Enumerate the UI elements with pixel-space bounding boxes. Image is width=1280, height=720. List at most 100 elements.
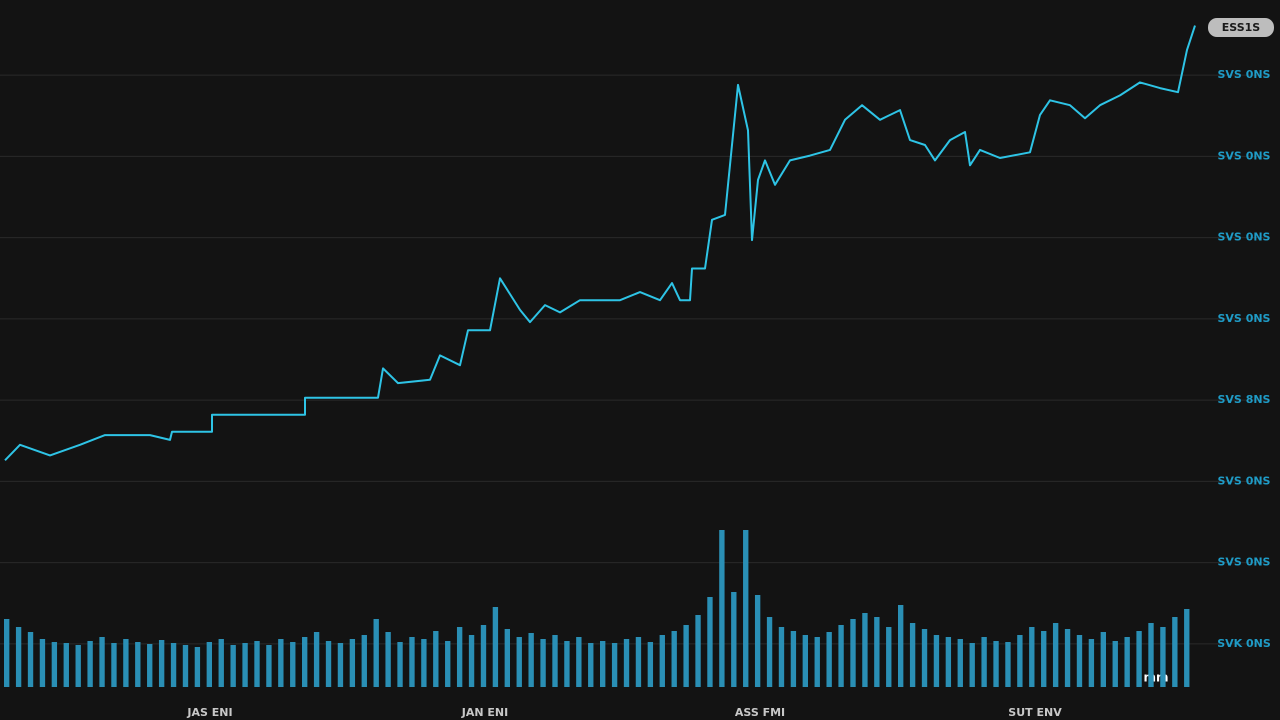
volume-bar — [1029, 627, 1035, 687]
volume-bar — [754, 595, 761, 687]
volume-bar — [659, 635, 665, 687]
volume-bar — [242, 643, 248, 687]
price-badge-bg — [1208, 18, 1274, 37]
volume-bar — [39, 639, 46, 687]
volume-bar — [266, 645, 272, 687]
volume-bar — [278, 639, 284, 687]
volume-bar — [254, 641, 260, 687]
volume-bar — [218, 639, 224, 687]
volume-bar — [63, 643, 69, 687]
volume-bar — [576, 637, 582, 687]
volume-bar — [790, 631, 797, 687]
volume-bar — [182, 645, 189, 687]
volume-bar — [814, 637, 820, 687]
volume-bar — [1124, 637, 1130, 687]
volume-bar — [397, 642, 403, 687]
volume-bar — [337, 643, 344, 687]
volume-bar — [1064, 629, 1071, 687]
x-tick-label: ASS FMI — [735, 706, 785, 719]
volume-bar — [147, 644, 153, 687]
volume-bar — [802, 635, 809, 687]
volume-bar — [51, 642, 58, 687]
volume-bar — [313, 632, 320, 687]
volume-bar — [373, 619, 379, 687]
volume-bar — [87, 641, 93, 687]
volume-bar — [4, 619, 10, 687]
volume-bar — [635, 637, 642, 687]
price-badge: ESS1S — [1222, 21, 1261, 34]
volume-bar — [27, 632, 34, 687]
x-tick-label: SUT ENV — [1008, 706, 1062, 719]
y-tick-label: SVS 0NS — [1218, 312, 1271, 325]
volume-bar — [850, 619, 856, 687]
volume-bar — [647, 642, 654, 687]
y-tick-label: SVS 8NS — [1218, 393, 1271, 406]
volume-bar — [1088, 639, 1095, 687]
volume-bar — [945, 637, 952, 687]
volume-bar — [1160, 627, 1166, 687]
volume-bar — [862, 613, 868, 687]
volume-bar — [290, 642, 296, 687]
volume-bar — [969, 643, 975, 687]
volume-bar — [671, 631, 677, 687]
volume-bar — [75, 645, 81, 687]
volume-bar — [683, 625, 689, 687]
volume-bar — [993, 641, 999, 687]
y-tick-label: SVS 0NS — [1218, 149, 1271, 162]
volume-bar — [456, 627, 463, 687]
volume-bar — [1136, 631, 1142, 687]
x-tick-label: JAS ENI — [186, 706, 232, 719]
volume-bar — [468, 635, 475, 687]
volume-bar — [874, 617, 880, 687]
volume-bar — [230, 645, 236, 687]
volume-bar — [528, 633, 534, 687]
volume-bar — [504, 629, 511, 687]
volume-bar — [957, 639, 963, 687]
volume-bar — [445, 641, 451, 687]
volume-bar — [123, 639, 129, 687]
volume-bar — [492, 607, 499, 687]
volume-bar — [1100, 632, 1107, 687]
volume-bar — [588, 643, 594, 687]
volume-bar — [170, 643, 177, 687]
y-tick-label: SVS 0NS — [1218, 68, 1271, 81]
volume-bar — [1052, 623, 1059, 687]
volume-bar — [421, 639, 427, 687]
volume-bar — [611, 643, 618, 687]
volume-bar — [1184, 609, 1190, 687]
volume-bar — [135, 642, 141, 687]
volume-bar — [909, 623, 916, 687]
volume-bar — [99, 637, 105, 687]
volume-bar — [1148, 623, 1154, 687]
volume-bar — [194, 647, 201, 687]
y-tick-label: SVS 0NS — [1218, 556, 1271, 569]
volume-bar — [1172, 617, 1178, 687]
volume-bar — [921, 629, 928, 687]
volume-bar — [600, 641, 606, 687]
volume-bar — [325, 641, 332, 687]
volume-bar — [838, 625, 844, 687]
volume-bar — [778, 627, 785, 687]
volume-bar — [552, 635, 558, 687]
volume-bar — [1041, 631, 1047, 687]
volume-bar — [933, 635, 940, 687]
volume-bar — [743, 530, 749, 687]
volume-bar — [385, 632, 391, 687]
volume-bar — [1076, 635, 1083, 687]
volume-bar — [206, 642, 213, 687]
y-tick-label: SVS 0NS — [1218, 231, 1271, 244]
volume-bar — [480, 625, 487, 687]
volume-bar — [623, 639, 630, 687]
volume-bar — [707, 597, 713, 687]
volume-bar — [1017, 635, 1023, 687]
volume-bar — [158, 640, 165, 687]
volume-bar — [15, 627, 22, 687]
volume-bar — [349, 639, 356, 687]
volume-bar — [302, 637, 308, 687]
volume-bar — [1005, 642, 1011, 687]
volume-bar — [766, 617, 773, 687]
volume-bar — [516, 637, 522, 687]
volume-bar — [361, 635, 367, 687]
